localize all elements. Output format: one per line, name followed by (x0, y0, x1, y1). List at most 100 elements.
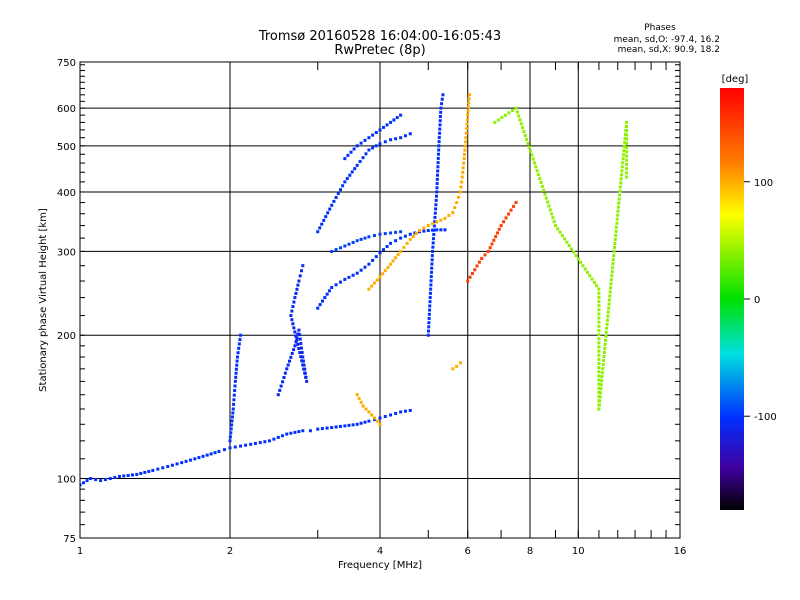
echo-point (599, 383, 603, 387)
echo-point (399, 249, 403, 253)
echo-point (287, 359, 291, 363)
echo-point (347, 242, 351, 246)
echo-point (473, 268, 477, 272)
echo-point (600, 379, 604, 383)
echo-point (94, 478, 98, 482)
echo-point (429, 275, 433, 279)
echo-point (614, 229, 618, 233)
echo-point (435, 186, 439, 190)
echo-point (597, 362, 601, 366)
echo-point (597, 333, 601, 337)
echo-point (434, 198, 438, 202)
echo-point (459, 185, 463, 189)
echo-point (323, 296, 327, 300)
x-tick-label: 16 (674, 546, 687, 557)
echo-point (399, 236, 403, 240)
echo-point (286, 363, 290, 367)
echo-point (433, 215, 437, 219)
echo-point (232, 393, 236, 397)
echo-point (399, 230, 403, 234)
echo-point (436, 156, 440, 160)
echo-point (603, 342, 607, 346)
echo-point (588, 274, 592, 278)
echo-point (355, 271, 359, 275)
echo-point (355, 144, 359, 148)
echo-point (443, 216, 447, 220)
y-tick-label: 75 (63, 534, 76, 545)
echo-point (283, 371, 287, 375)
echo-point (392, 118, 396, 122)
echo-point (510, 109, 514, 113)
echo-point (457, 195, 461, 199)
echo-point (447, 213, 451, 217)
echo-point (432, 232, 436, 236)
echo-point (531, 157, 535, 161)
echo-point (394, 411, 398, 415)
echo-point (239, 333, 243, 337)
echo-point (422, 226, 426, 230)
echo-point (621, 153, 625, 157)
echo-point (389, 241, 393, 245)
echo-point (433, 220, 437, 224)
echo-point (436, 173, 440, 177)
echo-point (381, 272, 385, 276)
echo-point (336, 192, 340, 196)
echo-point (367, 235, 371, 239)
echo-point (455, 364, 459, 368)
echo-point (460, 175, 464, 179)
echo-point (517, 114, 521, 118)
echo-point (613, 237, 617, 241)
echo-point (229, 431, 233, 435)
echo-point (272, 437, 276, 441)
echo-point (299, 355, 303, 359)
echo-point (399, 113, 403, 117)
echo-point (480, 256, 484, 260)
echo-point (597, 345, 601, 349)
echo-point (597, 378, 601, 382)
x-axis-label: Frequency [MHz] (338, 560, 422, 571)
echo-point (607, 298, 611, 302)
echo-point (378, 142, 382, 146)
echo-point (625, 150, 629, 154)
echo-point (615, 217, 619, 221)
echo-point (430, 266, 434, 270)
echo-point (607, 302, 611, 306)
echo-point (499, 224, 503, 228)
echo-point (349, 150, 353, 154)
echo-point (234, 371, 238, 375)
echo-point (428, 291, 432, 295)
echo-point (180, 461, 184, 465)
echo-point (544, 196, 548, 200)
echo-point (389, 138, 393, 142)
echo-point (237, 342, 241, 346)
echo-point (394, 230, 398, 234)
echo-point (451, 211, 455, 215)
echo-point (611, 266, 615, 270)
echo-point (367, 287, 371, 291)
echo-point (295, 336, 299, 340)
echo-point (490, 242, 494, 246)
echo-point (351, 273, 355, 277)
echo-point (467, 101, 471, 105)
echo-point (301, 264, 305, 268)
echo-point (290, 352, 294, 356)
echo-point (509, 208, 513, 212)
echo-point (285, 432, 289, 436)
chart-title: Tromsø 20160528 16:04:00-16:05:43 (258, 29, 501, 44)
echo-point (507, 111, 511, 115)
echo-point (439, 218, 443, 222)
colorbar-ticks: 100 0 -100 (744, 178, 777, 423)
y-tick-label: 750 (57, 58, 76, 69)
echo-point (435, 190, 439, 194)
echo-point (82, 481, 86, 485)
echo-point (616, 209, 620, 213)
echo-point (80, 483, 82, 487)
echo-point (298, 333, 302, 337)
echo-point (426, 228, 430, 232)
echo-point (234, 367, 238, 371)
echo-point (427, 312, 431, 316)
echo-point (348, 173, 352, 177)
echo-point (299, 342, 303, 346)
echo-point (304, 375, 308, 379)
echo-point (147, 469, 151, 473)
